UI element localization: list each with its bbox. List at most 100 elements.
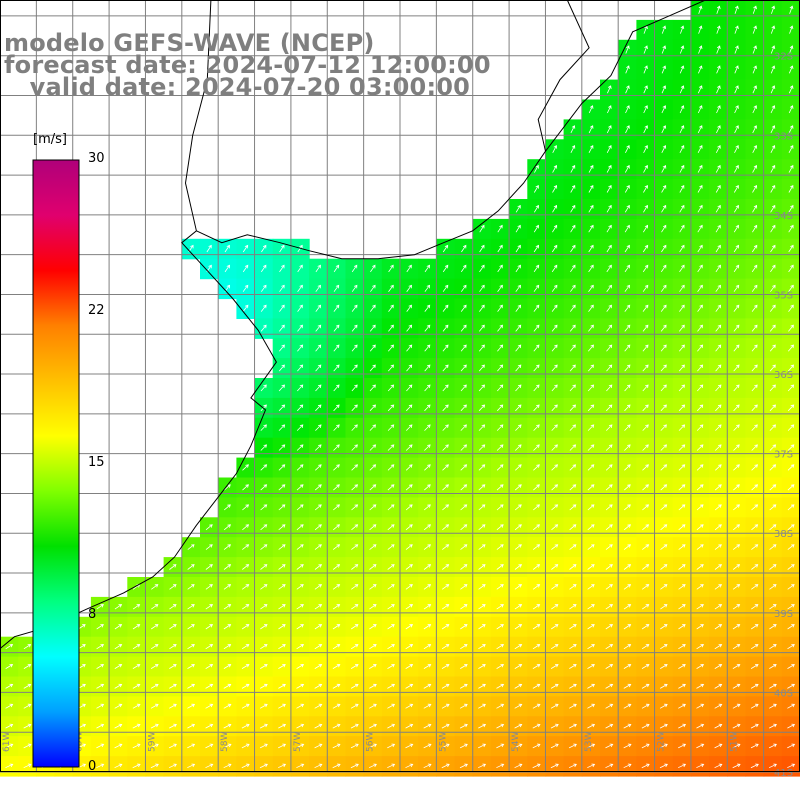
wind-speed-cell [145,736,165,757]
wind-speed-cell [727,537,747,558]
wind-arrow [551,304,558,312]
wind-arrow [423,644,432,650]
wind-arrow [715,324,722,332]
wind-arrow [405,703,414,709]
wind-speed-cell [763,517,783,538]
wind-arrow [732,584,741,590]
wind-speed-cell [672,596,692,618]
wind-speed-cell [309,397,328,419]
wind-arrow [734,25,739,34]
wind-arrow [624,424,631,431]
wind-speed-cell [745,457,765,479]
wind-arrow [625,105,630,114]
wind-speed-cell [309,656,328,678]
wind-speed-cell [200,577,219,598]
wind-arrow [624,264,631,273]
wind-speed-cell [618,477,637,498]
wind-arrow [769,564,777,570]
wind-speed-cell [618,736,637,757]
wind-arrow [659,683,668,689]
wind-arrow [696,424,704,431]
wind-arrow [478,703,486,709]
wind-arrow [405,524,413,531]
wind-speed-cell [345,457,365,479]
wind-arrow [788,105,794,114]
wind-speed-cell [200,696,219,717]
wind-arrow [605,564,613,570]
wind-arrow [23,703,32,709]
wind-arrow [678,564,686,570]
wind-arrow [387,404,395,412]
wind-arrow [624,404,631,412]
wind-arrow [679,105,685,114]
wind-speed-cell [145,656,165,678]
wind-speed-cell [690,557,710,578]
wind-speed-cell [490,676,510,697]
wind-arrow [733,444,740,451]
wind-arrow [478,324,485,332]
wind-arrow [750,723,759,729]
wind-speed-cell [690,457,710,479]
wind-arrow [732,703,741,709]
wind-arrow [588,204,594,213]
wind-speed-cell [400,636,419,658]
wind-speed-cell [236,477,256,498]
wind-speed-cell [600,616,619,638]
colorbar-tick-22: 22 [88,303,105,318]
wind-arrow [514,524,522,531]
wind-speed-cell [272,258,292,280]
wind-arrow [532,544,541,550]
wind-arrow [496,424,504,431]
wind-arrow [296,723,305,729]
lat-label: 41S [774,768,793,779]
wind-arrow [515,444,522,451]
wind-speed-cell [745,258,765,280]
wind-speed-cell [527,338,547,359]
wind-speed-cell [418,397,437,419]
wind-arrow [570,184,576,193]
wind-speed-cell [618,258,637,280]
wind-arrow [169,683,177,689]
wind-speed-cell [709,0,728,21]
wind-arrow [769,464,777,471]
wind-speed-cell [18,636,37,658]
wind-speed-cell [418,596,437,618]
wind-speed-cell [763,199,783,220]
wind-arrow [570,264,576,273]
wind-arrow [569,344,576,352]
wind-speed-cell [327,636,347,658]
wind-arrow [750,683,759,689]
wind-arrow [387,664,395,669]
wind-arrow [423,723,432,729]
wind-speed-cell [109,656,128,678]
wind-arrow [679,224,685,233]
wind-speed-cell [672,119,692,140]
wind-arrow [605,444,613,451]
wind-speed-cell [709,736,728,757]
wind-speed-cell [618,278,637,300]
wind-arrow [715,344,722,352]
wind-speed-cell [581,278,601,300]
wind-arrow [388,304,394,312]
wind-arrow [514,584,523,590]
wind-speed-cell [290,557,310,578]
wind-arrow [752,25,757,34]
wind-speed-cell [363,278,383,300]
lon-label: 52W [657,732,667,752]
wind-arrow [23,743,32,749]
wind-arrow [787,524,795,531]
wind-arrow [569,644,577,650]
wind-arrow [387,344,394,352]
wind-arrow [551,424,558,431]
wind-arrow [569,504,577,511]
wind-speed-cell [600,139,619,160]
wind-arrow [405,743,414,749]
wind-arrow [497,224,503,233]
wind-arrow [223,524,231,531]
colorbar-tick-30: 30 [88,151,105,166]
wind-speed-cell [581,596,601,618]
wind-arrow [787,384,795,392]
wind-arrow [387,683,396,689]
wind-speed-cell [763,676,783,697]
wind-speed-cell [727,338,747,359]
